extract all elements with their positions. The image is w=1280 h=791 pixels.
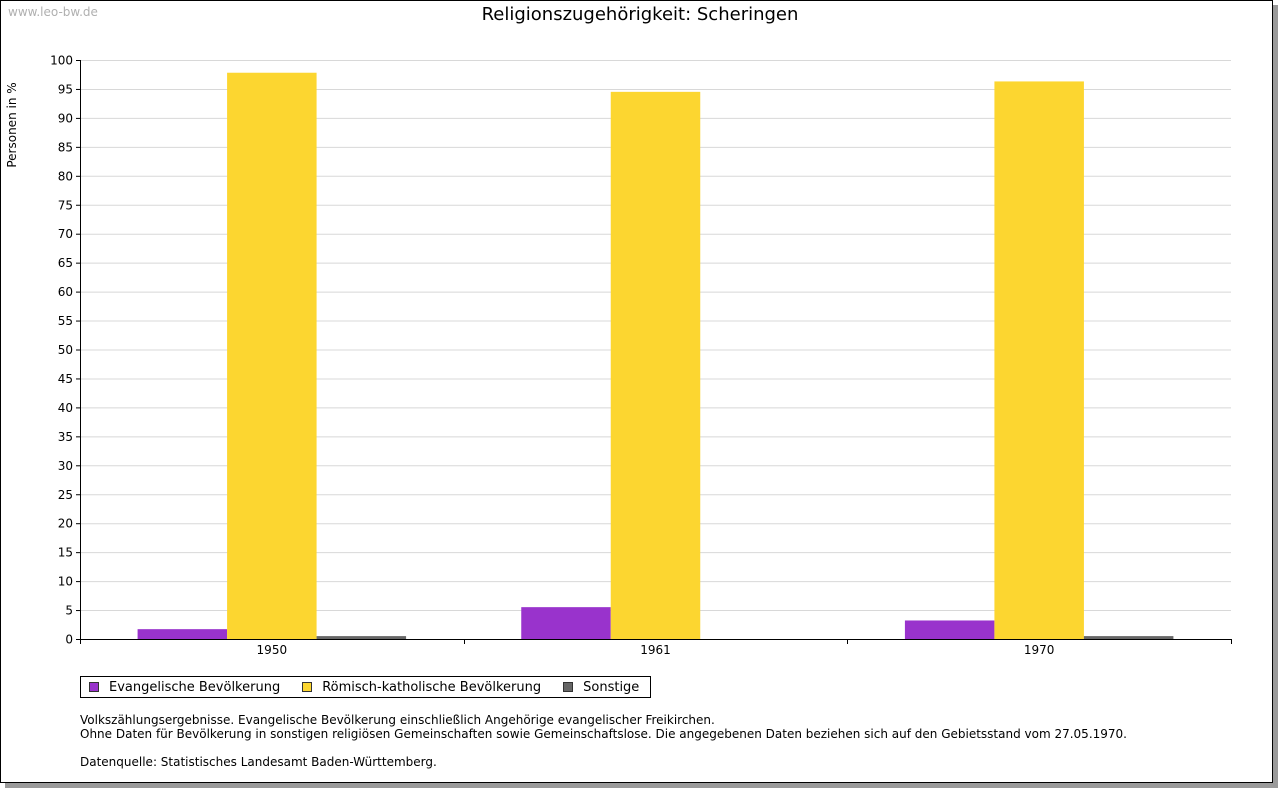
y-tick-label-45: 45	[58, 372, 73, 386]
legend-label-katholisch: Römisch-katholische Bevölkerung	[322, 679, 542, 695]
legend-item-sonstige: Sonstige	[563, 680, 639, 695]
y-tick-label-75: 75	[58, 198, 73, 212]
bar-evangelische-bev-lkerung-1961	[521, 607, 611, 639]
y-tick-label-50: 50	[58, 343, 73, 357]
y-tick-label-90: 90	[58, 111, 73, 125]
y-tick-label-40: 40	[58, 401, 73, 415]
x-tick-label-1961: 1961	[640, 643, 671, 657]
legend-swatch-sonstige	[563, 682, 574, 692]
legend-swatch-katholisch	[302, 682, 313, 692]
y-tick-label-60: 60	[58, 285, 73, 299]
y-tick-label-20: 20	[58, 517, 73, 531]
data-source: Datenquelle: Statistisches Landesamt Bad…	[80, 755, 437, 769]
y-tick-label-80: 80	[58, 169, 73, 183]
footnotes: Volkszählungsergebnisse. Evangelische Be…	[80, 713, 1127, 769]
y-tick-label-10: 10	[58, 575, 73, 589]
y-tick-label-30: 30	[58, 459, 73, 473]
legend-swatch-evangelisch	[89, 682, 99, 692]
y-tick-label-0: 0	[65, 633, 73, 647]
y-tick-label-55: 55	[58, 314, 73, 328]
x-tick-label-1970: 1970	[1024, 643, 1055, 657]
bar-evangelische-bev-lkerung-1950	[137, 629, 228, 639]
y-tick-label-85: 85	[58, 140, 73, 154]
note-line-2: Ohne Daten für Bevölkerung in sonstigen …	[80, 727, 1127, 741]
y-tick-label-25: 25	[58, 488, 73, 502]
y-tick-label-15: 15	[58, 546, 73, 560]
legend-item-evangelisch: Evangelische Bevölkerung	[89, 680, 280, 695]
legend-label-sonstige: Sonstige	[583, 679, 640, 695]
y-tick-label-5: 5	[65, 604, 73, 618]
watermark: www.leo-bw.de	[8, 5, 98, 19]
y-tick-label-65: 65	[58, 256, 73, 270]
bar-evangelische-bev-lkerung-1970	[904, 620, 995, 639]
bar-r-misch-katholische-bev-lkerung-1961	[610, 91, 701, 640]
bar-sonstige-1950	[316, 636, 407, 639]
y-tick-label-70: 70	[58, 227, 73, 241]
legend: Evangelische Bevölkerung Römisch-katholi…	[80, 676, 652, 698]
x-tick-label-1950: 1950	[257, 643, 288, 657]
legend-item-katholisch: Römisch-katholische Bevölkerung	[302, 680, 541, 695]
y-tick-label-35: 35	[58, 430, 73, 444]
note-line-1: Volkszählungsergebnisse. Evangelische Be…	[80, 713, 715, 727]
y-tick-label-100: 100	[50, 54, 73, 68]
bar-r-misch-katholische-bev-lkerung-1970	[994, 81, 1084, 640]
bar-r-misch-katholische-bev-lkerung-1950	[227, 72, 317, 640]
bar-sonstige-1970	[1083, 636, 1174, 639]
legend-label-evangelisch: Evangelische Bevölkerung	[109, 679, 281, 695]
y-tick-label-95: 95	[58, 82, 73, 96]
y-axis-label: Personen in %	[5, 82, 19, 167]
chart-title: Religionszugehörigkeit: Scheringen	[481, 4, 799, 25]
